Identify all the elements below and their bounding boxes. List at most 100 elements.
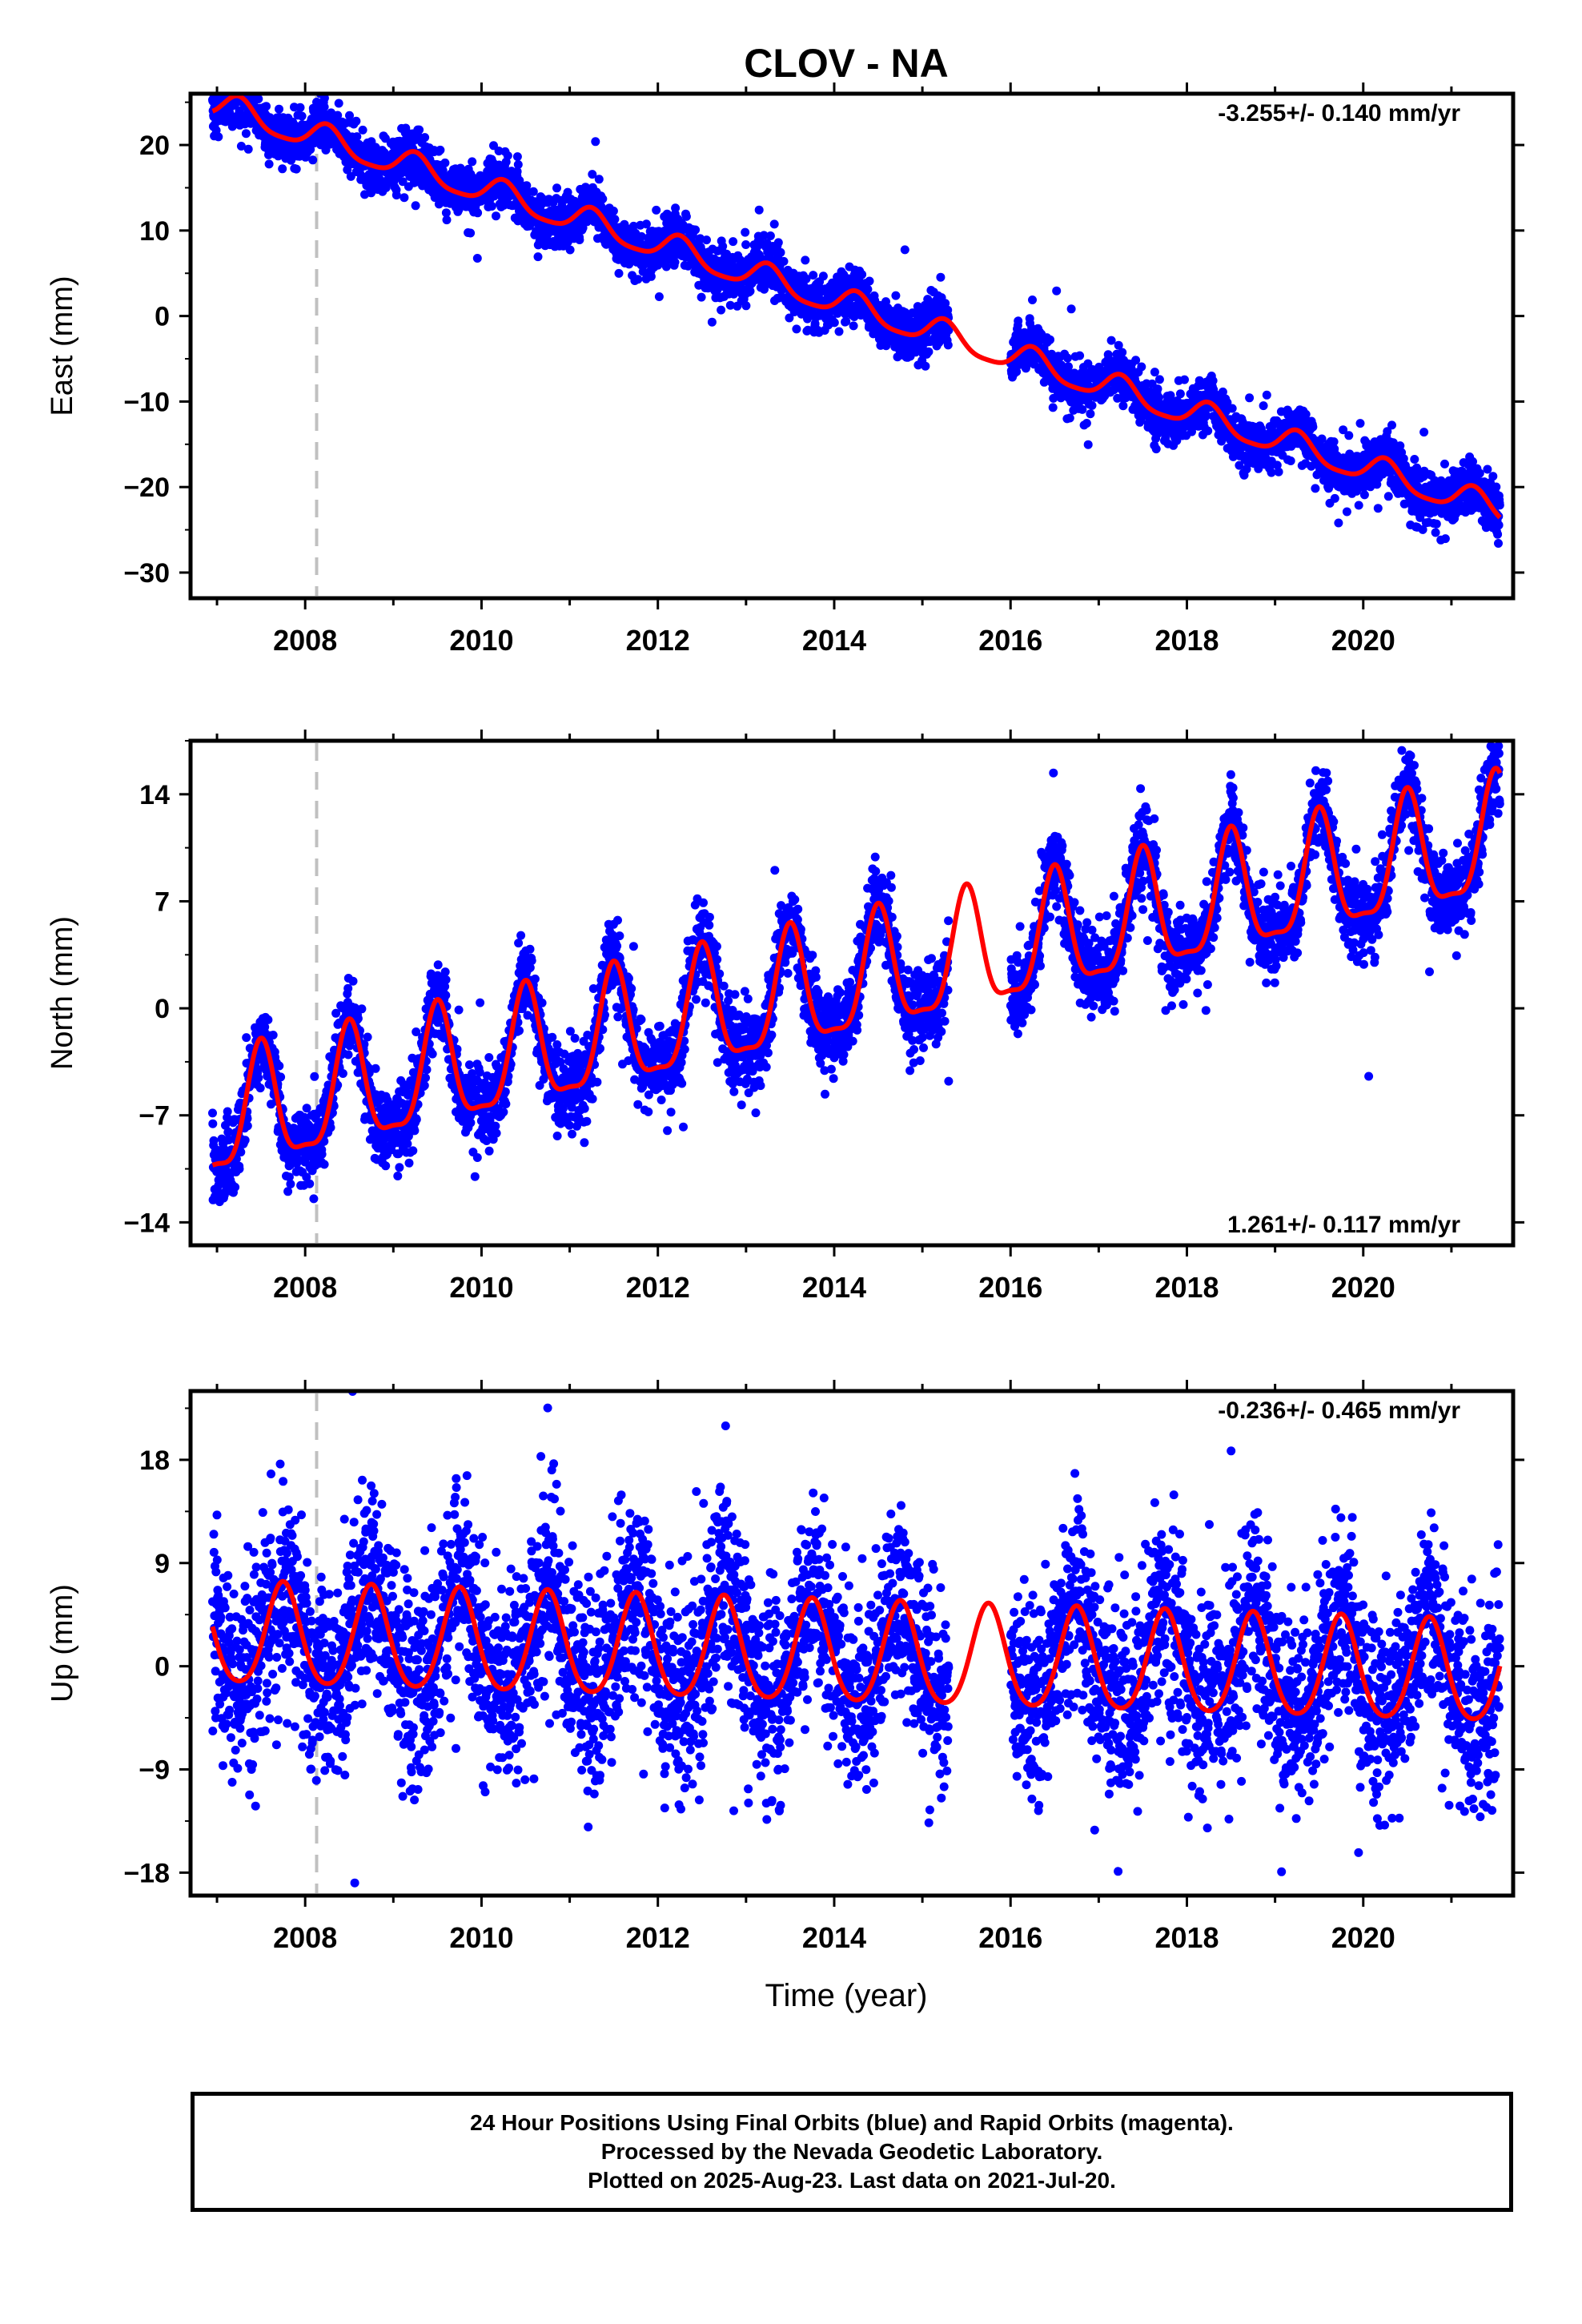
- data-point: [1083, 440, 1093, 449]
- data-point: [227, 74, 235, 83]
- data-point: [236, 78, 245, 86]
- data-point: [575, 235, 584, 244]
- data-point: [769, 219, 779, 229]
- data-point: [834, 327, 844, 336]
- data-point: [779, 256, 789, 266]
- data-point: [741, 227, 750, 237]
- data-point: [1440, 459, 1449, 468]
- data-point: [1311, 484, 1320, 493]
- data-point: [240, 1136, 250, 1145]
- data-point: [1153, 384, 1162, 394]
- data-point: [707, 317, 717, 327]
- data-point: [1028, 296, 1037, 304]
- data-point: [1046, 335, 1054, 344]
- data-point: [718, 242, 728, 251]
- data-point: [565, 245, 575, 255]
- data-point: [1354, 501, 1363, 510]
- data-point: [1359, 490, 1369, 500]
- data-point: [1342, 507, 1351, 517]
- y-tick-label: −20: [123, 472, 170, 503]
- data-point: [231, 1182, 240, 1192]
- data-point: [1419, 428, 1429, 437]
- data-point: [1087, 400, 1097, 410]
- data-point: [765, 231, 775, 240]
- data-point: [291, 164, 301, 174]
- data-point: [1052, 286, 1062, 296]
- data-point: [891, 291, 901, 300]
- data-point: [492, 211, 500, 221]
- data-point: [235, 1164, 244, 1174]
- data-point: [242, 77, 251, 86]
- data-point: [473, 208, 483, 218]
- data-point: [943, 340, 953, 350]
- data-point: [1086, 409, 1095, 419]
- data-point: [614, 268, 624, 278]
- rate-label: -3.255+/- 0.140 mm/yr: [1218, 100, 1460, 127]
- data-point: [1494, 539, 1503, 548]
- data-point: [1475, 468, 1484, 478]
- data-point: [1495, 501, 1504, 510]
- data-point: [702, 235, 711, 245]
- data-point: [398, 177, 408, 187]
- data-point: [232, 80, 241, 89]
- data-point: [661, 262, 671, 271]
- data-point: [1344, 431, 1354, 440]
- data-point: [236, 73, 245, 82]
- data-point: [411, 201, 420, 211]
- data-point: [633, 275, 643, 284]
- data-point: [241, 129, 251, 139]
- data-point: [264, 159, 274, 169]
- data-point: [1488, 472, 1498, 481]
- data-point: [598, 194, 608, 203]
- data-point: [472, 254, 482, 263]
- data-point: [241, 79, 250, 88]
- data-point: [208, 1108, 217, 1118]
- data-point: [580, 183, 590, 192]
- data-point: [1118, 401, 1128, 411]
- data-point: [513, 216, 523, 226]
- data-point: [528, 187, 538, 196]
- data-point: [636, 231, 646, 241]
- data-point: [262, 102, 271, 111]
- data-point: [1387, 420, 1396, 430]
- data-point: [247, 79, 255, 88]
- data-point: [243, 144, 253, 154]
- data-point: [671, 203, 681, 213]
- data-point: [236, 142, 246, 151]
- data-point: [358, 125, 367, 135]
- data-point: [809, 271, 818, 280]
- data-point: [863, 284, 873, 294]
- data-point: [1262, 390, 1271, 400]
- data-point: [255, 84, 264, 93]
- data-point: [1106, 336, 1116, 345]
- y-tick-label: 20: [139, 131, 170, 161]
- data-point: [489, 141, 498, 151]
- data-point: [1431, 519, 1441, 529]
- data-point: [243, 59, 252, 68]
- data-point: [1180, 375, 1189, 384]
- x-tick-label: 2018: [1154, 624, 1219, 657]
- data-point: [253, 78, 262, 87]
- data-point: [697, 292, 706, 302]
- data-point: [1066, 304, 1076, 314]
- data-point: [924, 347, 934, 356]
- data-point: [776, 247, 785, 257]
- data-point: [608, 207, 618, 215]
- data-point: [741, 240, 751, 249]
- scatter-points: [208, 742, 1504, 1207]
- data-point: [1063, 353, 1072, 363]
- data-point: [346, 78, 355, 86]
- data-point: [1150, 368, 1159, 377]
- data-point: [400, 193, 409, 203]
- data-point: [503, 151, 512, 160]
- data-point: [1082, 419, 1091, 428]
- data-point: [236, 1148, 246, 1157]
- y-tick-label: 10: [139, 216, 170, 247]
- data-point: [1274, 467, 1283, 476]
- data-point: [1259, 401, 1268, 411]
- data-point: [468, 157, 477, 167]
- data-point: [1410, 455, 1419, 464]
- data-point: [466, 228, 476, 238]
